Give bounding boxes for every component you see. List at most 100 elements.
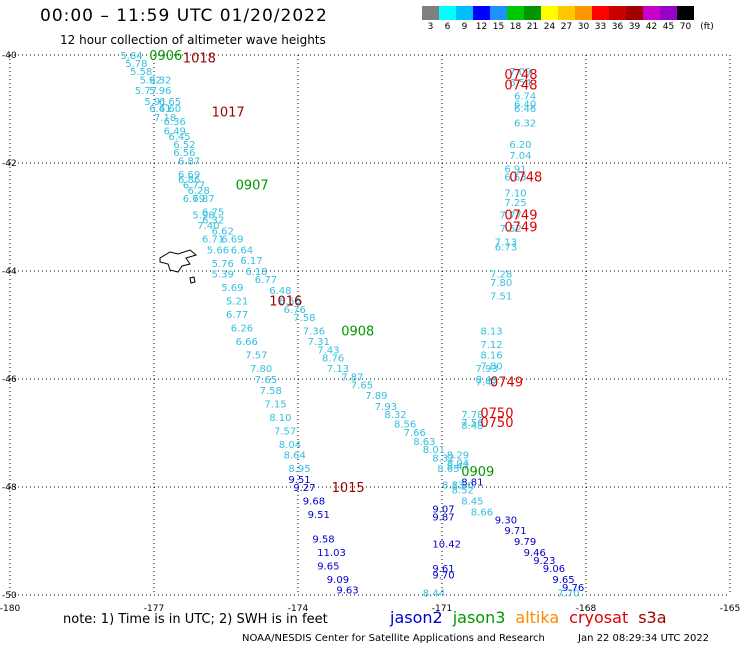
- y-tick-label: -46: [2, 375, 17, 385]
- swh-value: 7.13: [327, 364, 349, 375]
- color-swatch: [473, 6, 490, 20]
- color-swatch: [677, 6, 694, 20]
- swh-value: 6.45: [168, 132, 190, 143]
- swh-value: 7.58: [260, 386, 282, 397]
- swh-value: 8.45: [461, 497, 483, 508]
- pass-time-label: 0909: [461, 465, 494, 480]
- swh-value: 6.73: [495, 243, 517, 254]
- pass-time-label: 0907: [236, 179, 269, 194]
- x-tick-label: -171: [432, 604, 452, 614]
- swh-value: 5.66: [207, 245, 229, 256]
- swh-value: 6.74: [514, 92, 536, 103]
- color-scale-unit: (ft): [700, 22, 714, 32]
- swh-value: 7.31: [308, 337, 330, 348]
- swh-value: 7.78: [461, 410, 483, 421]
- credit-line: NOAA/NESDIS Center for Satellite Applica…: [242, 633, 545, 644]
- swh-value: 6.32: [202, 216, 224, 227]
- swh-value: 8.50: [452, 480, 474, 491]
- swh-value: 5.84: [120, 51, 142, 62]
- swh-value: 7.93: [476, 364, 498, 375]
- color-swatch: [507, 6, 524, 20]
- color-scale-label: 42: [645, 22, 658, 32]
- swh-value: 9.76: [562, 583, 584, 594]
- color-scale-label: 15: [492, 22, 505, 32]
- swh-value: 9.46: [524, 548, 546, 559]
- swh-value: 8.44: [423, 588, 445, 599]
- swh-value: 6.65: [159, 97, 181, 108]
- y-tick-label: -42: [2, 159, 17, 169]
- generated-timestamp: Jan 22 08:29:34 UTC 2022: [578, 633, 710, 644]
- swh-value: 7.04: [509, 151, 531, 162]
- swh-value: 9.27: [293, 483, 315, 494]
- altimeter-tracks: 5.845.785.585.926.325.775.965.916.656.41…: [120, 51, 584, 599]
- swh-value: 6.63: [504, 173, 526, 184]
- swh-value: 6.77: [255, 275, 277, 286]
- swh-value: 6.20: [509, 140, 531, 151]
- color-swatch: [524, 6, 541, 20]
- color-scale-label: 6: [444, 22, 451, 32]
- swh-value: 5.98: [192, 210, 214, 221]
- swh-value: 6.69: [221, 235, 243, 246]
- pass-time-label: 1015: [332, 481, 365, 496]
- swh-value: 7.93: [375, 402, 397, 413]
- swh-value: 5.39: [212, 270, 234, 281]
- swh-value: 8.47: [447, 461, 469, 472]
- swh-value: 7.65: [255, 375, 277, 386]
- color-swatch: [609, 6, 626, 20]
- swh-value: 6.36: [164, 117, 186, 128]
- swh-value: 7.10: [504, 189, 526, 200]
- y-tick-label: -40: [2, 51, 17, 61]
- swh-value: 8.81: [461, 478, 483, 489]
- swh-value: 7.42: [476, 378, 498, 389]
- swh-value: 6.40: [514, 100, 536, 111]
- swh-value: 5.21: [226, 297, 248, 308]
- swh-value: 6.48: [269, 286, 291, 297]
- swh-value: 6.86: [178, 175, 200, 186]
- island-shape: [159, 249, 198, 273]
- color-swatch: [643, 6, 660, 20]
- swh-value: 8.49: [476, 375, 498, 386]
- swh-value: 7.43: [317, 345, 339, 356]
- pass-time-label: 1016: [269, 295, 302, 310]
- page-title: 00:00 – 11:59 UTC 01/20/2022: [40, 6, 328, 26]
- swh-value: 8.95: [288, 464, 310, 475]
- color-scale-label: 70: [679, 22, 692, 32]
- color-scale-label: 45: [662, 22, 675, 32]
- color-scale-label: 3: [427, 22, 434, 32]
- satellite-legend-item: cryosat: [569, 608, 629, 627]
- swh-value: 11.03: [317, 548, 346, 559]
- color-scale-label: 21: [526, 22, 539, 32]
- pass-time-label: 0748: [509, 171, 542, 186]
- color-scale-label: 30: [577, 22, 590, 32]
- swh-value: 7.70: [557, 588, 579, 599]
- swh-value: 6.32: [514, 119, 536, 130]
- swh-value: 7.57: [274, 426, 296, 437]
- color-swatch: [626, 6, 643, 20]
- swh-value: 5.78: [125, 59, 147, 70]
- color-scale-label: 33: [594, 22, 607, 32]
- swh-value: 8.32: [384, 410, 406, 421]
- swh-value: 6.66: [236, 337, 258, 348]
- swh-value: 7.77: [500, 210, 522, 221]
- color-swatch: [541, 6, 558, 20]
- pass-time-label: 1018: [183, 52, 216, 67]
- swh-value: 9.65: [317, 561, 339, 572]
- color-scale-label: 9: [461, 22, 468, 32]
- swh-value: 6.49: [164, 127, 186, 138]
- swh-value: 7.56: [461, 418, 483, 429]
- swh-value: 6.79: [183, 194, 205, 205]
- swh-value: 9.09: [327, 575, 349, 586]
- swh-value: 5.69: [221, 283, 243, 294]
- swh-value: 7.80: [480, 362, 502, 373]
- satellite-legend-item: jason2: [390, 608, 443, 627]
- swh-value: 7.89: [365, 391, 387, 402]
- satellite-legend-item: jason3: [452, 608, 506, 627]
- pass-time-label: 0906: [149, 49, 182, 64]
- color-scale-label: 27: [560, 22, 573, 32]
- swh-value: 7.15: [264, 399, 286, 410]
- swh-value: 8.63: [413, 437, 435, 448]
- chatham-islands-land: [159, 249, 198, 284]
- swh-value: 7.87: [341, 372, 363, 383]
- swh-value: 8.13: [442, 480, 464, 491]
